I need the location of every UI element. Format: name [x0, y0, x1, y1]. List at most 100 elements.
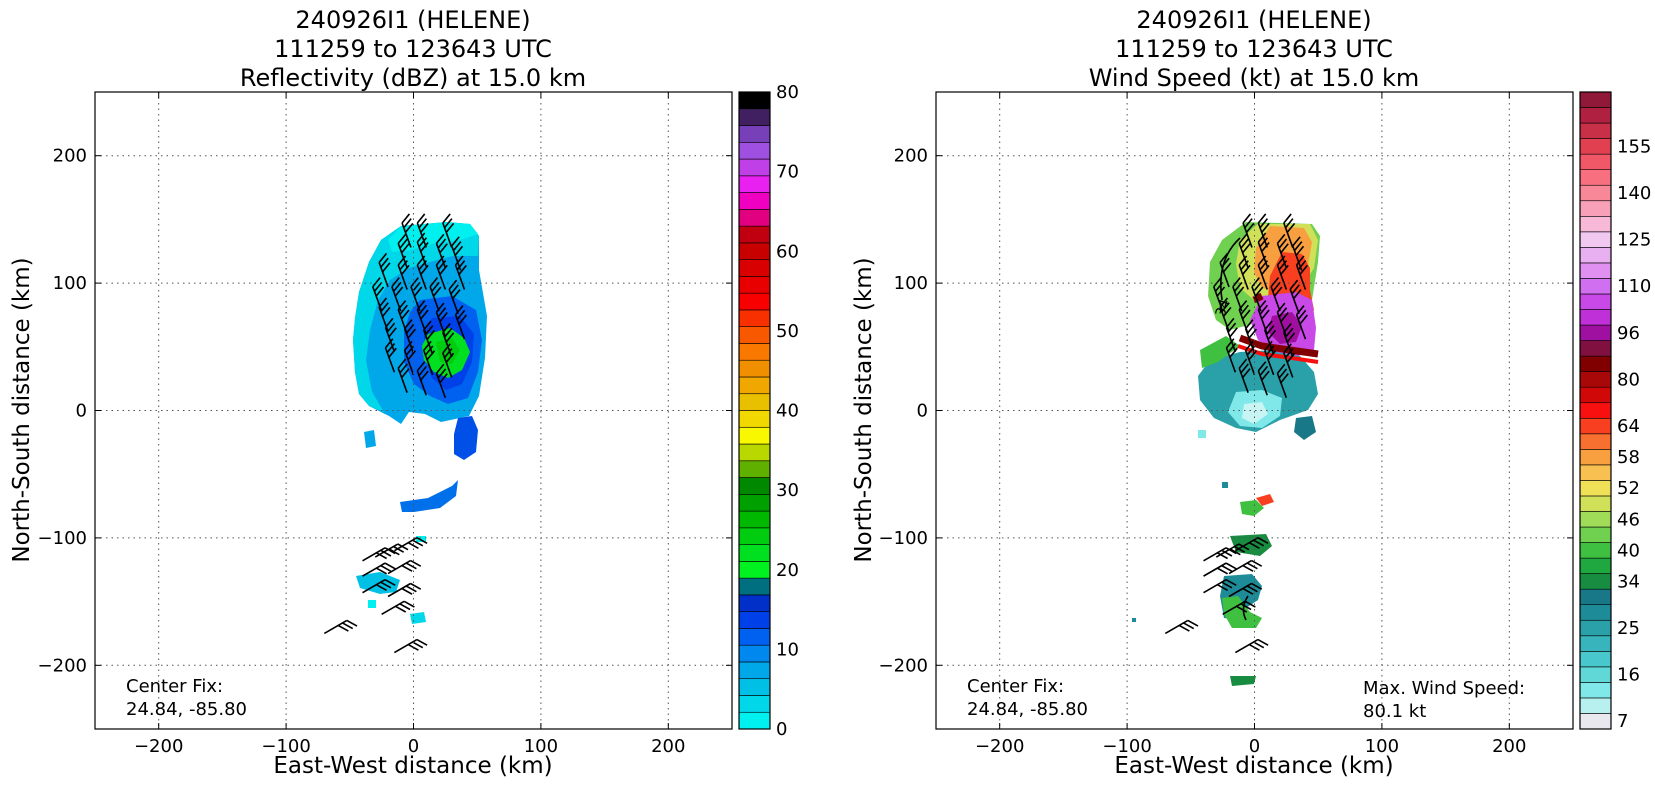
wind-barb-feather [454, 255, 464, 266]
wind-barb-feather [397, 543, 409, 551]
wind-barb-feather [1222, 262, 1232, 273]
wind-barb-feather [1240, 238, 1249, 249]
wind-barb-feather [401, 368, 410, 379]
reflectivity-x-axis-label: East-West distance (km) [273, 753, 552, 779]
wind-barb-feather [1283, 213, 1292, 224]
wind-barb-feather [1257, 361, 1267, 372]
wind-barb-feather [1286, 352, 1296, 363]
wind-barb-feather [1213, 277, 1222, 288]
wind-barb-feather [394, 286, 404, 297]
wind-barb-feather [1299, 314, 1308, 325]
wind-barb-feather [442, 322, 451, 334]
wind-barb-feather [384, 317, 394, 328]
wind-barb [1228, 559, 1263, 575]
wind-barb-feather [435, 233, 445, 244]
wind-x-tick-label: 0 [1249, 736, 1260, 757]
wind-barb-feather [1295, 245, 1305, 256]
wind-barb-feather [399, 260, 408, 271]
wind-colorbar-bin [1579, 713, 1612, 730]
wind-barb-feather [437, 307, 447, 318]
wind-barb-feather [410, 582, 422, 590]
wind-y-tick-label: 100 [894, 273, 928, 294]
wind-barb-feather [443, 327, 453, 338]
wind-barb-feather [416, 536, 428, 544]
wind-barb-feather [437, 238, 447, 249]
reflectivity-colorbar-bin [738, 628, 771, 646]
wind-barb [1225, 317, 1238, 353]
wind-barb-feather [1286, 222, 1296, 233]
wind-barb-feather [412, 539, 424, 547]
wind-barb-feather [439, 243, 448, 254]
wind-colorbar-bin [1579, 511, 1612, 528]
wind-barb-feather [407, 328, 416, 339]
wind-barb [1263, 340, 1277, 376]
reflectivity-colorbar-bin [738, 577, 771, 596]
wind-x-tick-label: −100 [1102, 736, 1151, 757]
wind-barb-feather [450, 284, 459, 295]
wind-barb-feather [435, 255, 445, 266]
wind-ticks: −200 −100 0 100 200 −200 −100 0 100 200 [879, 92, 1573, 757]
reflectivity-colorbar-bin [738, 611, 771, 629]
wind-colorbar-bin [1579, 449, 1612, 466]
wind-barb-feather [1261, 241, 1270, 253]
reflectivity-colorbar-bin [738, 544, 771, 562]
wind-barb [401, 213, 414, 248]
wind-colorbar-bin [1579, 355, 1612, 372]
wind-barb-feather [405, 585, 417, 593]
wind-patch-far-west [1132, 618, 1136, 622]
wind-barb [1257, 361, 1270, 396]
wind-barb-feather [420, 370, 429, 381]
wind-colorbar-label: 34 [1617, 571, 1640, 592]
wind-barb-feather [1244, 319, 1254, 330]
wind-barb-feather [375, 286, 385, 297]
wind-colorbar-label: 64 [1617, 416, 1640, 437]
wind-barb-feather [1251, 277, 1260, 288]
wind-barb-feather [405, 345, 415, 356]
wind-colorbar-label: 16 [1617, 665, 1640, 686]
wind-barb-feather [1280, 243, 1289, 254]
reflectivity-x-tick-label: 100 [524, 736, 558, 757]
wind-barb-feather [399, 363, 408, 374]
wind-barb-shaft [323, 619, 348, 635]
wind-barb-feather [407, 350, 416, 361]
wind-barb-feather [435, 302, 445, 313]
wind-colorbar-label: 40 [1617, 540, 1640, 561]
wind-barb-shaft [393, 638, 418, 654]
wind-barb-feather [1227, 322, 1237, 333]
reflectivity-colorbar-bin [738, 259, 771, 277]
wind-barb-feather [416, 361, 426, 372]
wind-barb-feather [378, 252, 388, 263]
wind-barb-feather [405, 562, 417, 570]
wind-barb-feather [381, 306, 391, 317]
wind-barb-feather [412, 641, 424, 649]
wind-barb-feather [420, 222, 429, 233]
wind-barb [1257, 213, 1270, 248]
reflectivity-colorbar-frame [738, 91, 771, 730]
wind-barb-feather [424, 345, 434, 356]
wind-colorbar-label: 96 [1617, 323, 1640, 344]
wind-barb-feather [372, 277, 381, 288]
wind-colorbar-bin [1579, 293, 1612, 310]
wind-barb-feather [401, 309, 410, 320]
reflectivity-field [353, 222, 487, 624]
wind-barb-feather [1259, 237, 1269, 248]
wind-barb-feather [456, 260, 466, 271]
wind-barb-feather [1295, 305, 1305, 316]
reflectivity-ticks: −200 −100 0 100 200 −200 −100 0 100 200 [38, 92, 732, 757]
wind-colorbar-bin [1579, 635, 1612, 652]
wind-barb-feather [1261, 370, 1270, 381]
reflectivity-title-line-3: Reflectivity (dBZ) at 15.0 km [240, 64, 586, 92]
reflectivity-colorbar-label: 50 [776, 321, 799, 342]
wind-barb-feather [1216, 286, 1226, 297]
wind-barb-feather [1248, 643, 1260, 651]
wind-barb [1222, 600, 1256, 616]
wind-barb [397, 255, 410, 290]
reflectivity-y-tick-label: −100 [38, 528, 87, 549]
reflectivity-y-axis-label: North-South distance (km) [9, 257, 35, 562]
wind-barb-feather [1259, 365, 1269, 376]
reflectivity-teal-core [436, 338, 460, 364]
wind-colorbar-label: 46 [1617, 509, 1640, 530]
reflectivity-colorbar-bin [738, 594, 771, 612]
wind-barb [454, 305, 467, 340]
wind-barb-feather [1265, 325, 1275, 336]
